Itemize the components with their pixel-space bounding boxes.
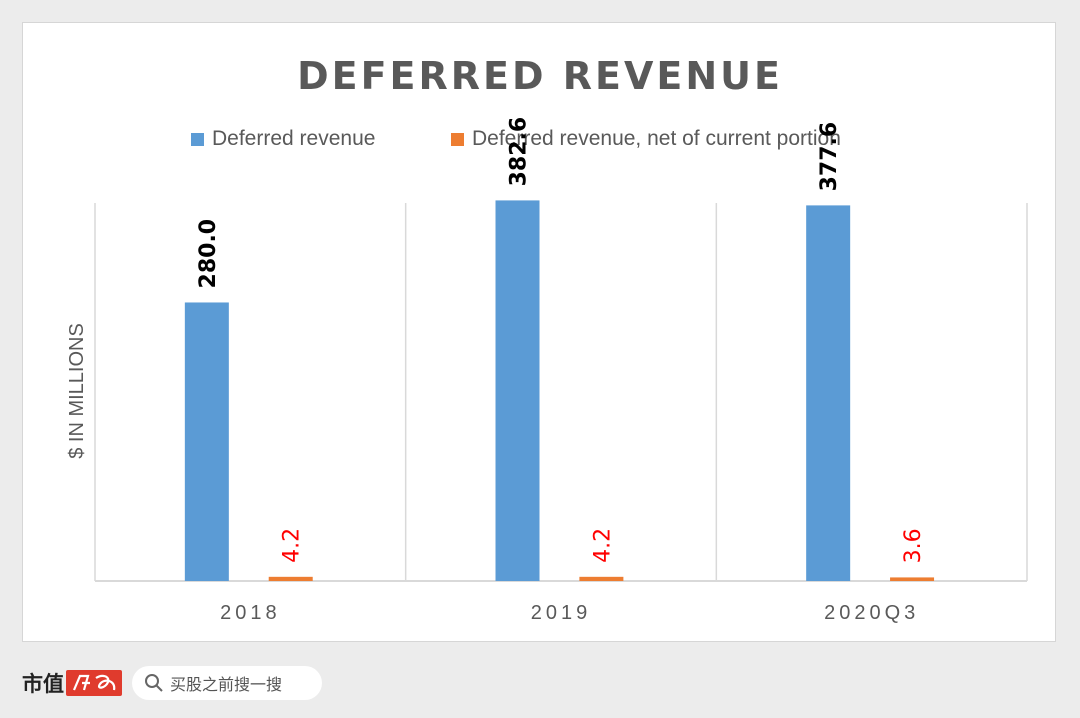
legend: Deferred revenue Deferred revenue, net of…	[191, 127, 841, 150]
x-tick-label-2020Q3: 2020Q3	[824, 602, 919, 624]
bar-deferred-revenue-net-2019	[579, 576, 624, 581]
chart-title: DEFERRED REVENUE	[297, 54, 783, 98]
chart-card: DEFERRED REVENUE Deferred revenue Deferre…	[22, 22, 1056, 642]
legend-swatch-2	[451, 133, 464, 146]
bar-deferred-revenue-net-2020Q3	[890, 577, 935, 581]
brand-logo-icon	[66, 670, 122, 696]
y-axis-label: $ IN MILLIONS	[66, 323, 88, 459]
data-label-2-2019: 4.2	[590, 528, 615, 563]
bar-deferred-revenue-2018	[184, 302, 229, 581]
data-label-1-2019: 382.6	[507, 117, 532, 187]
data-label-1-2020Q3: 377.6	[817, 122, 842, 192]
x-tick-label-2018: 2018	[220, 602, 281, 624]
legend-label-1: Deferred revenue	[212, 127, 375, 150]
data-label-1-2018: 280.0	[196, 219, 221, 289]
deferred-revenue-chart: DEFERRED REVENUE Deferred revenue Deferre…	[66, 54, 1028, 624]
bar-deferred-revenue-2020Q3	[806, 205, 851, 581]
brand-name: 市值	[22, 671, 64, 696]
search-box[interactable]: 买股之前搜一搜	[132, 666, 322, 700]
bar-deferred-revenue-2019	[495, 200, 540, 581]
footer: 市值 买股之前搜一搜	[22, 664, 322, 702]
data-label-2-2020Q3: 3.6	[901, 528, 926, 563]
plot-area: 280.0 4.2 2018 382.6 4.2 2019 377.6 3.6 2020Q3	[94, 117, 1028, 624]
x-tick-label-2019: 2019	[531, 602, 592, 624]
search-icon	[145, 674, 163, 692]
search-placeholder: 买股之前搜一搜	[170, 675, 283, 694]
legend-swatch-1	[191, 133, 204, 146]
data-label-2-2018: 4.2	[280, 528, 305, 563]
legend-label-2: Deferred revenue, net of current portion	[472, 127, 841, 150]
bar-deferred-revenue-net-2018	[268, 576, 313, 581]
